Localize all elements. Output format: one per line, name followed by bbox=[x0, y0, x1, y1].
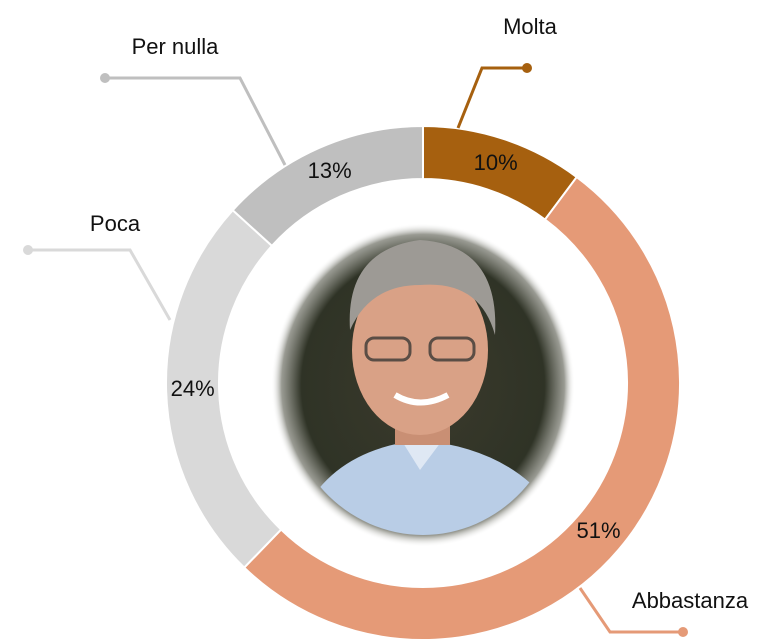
category-label: Abbastanza bbox=[632, 588, 749, 613]
leader-dot bbox=[100, 73, 110, 83]
photo bbox=[271, 223, 575, 560]
category-label: Per nulla bbox=[132, 34, 220, 59]
leader-dot bbox=[23, 245, 33, 255]
value-label: 24% bbox=[171, 376, 215, 401]
leader-dot bbox=[522, 63, 532, 73]
leader-line bbox=[105, 78, 285, 165]
value-label: 13% bbox=[308, 158, 352, 183]
category-label: Poca bbox=[90, 211, 141, 236]
leader-dot bbox=[678, 627, 688, 637]
chart: 10% Molta 51% Abbastanza 24% Poca 13% Per nulla bbox=[0, 0, 769, 640]
leader-line bbox=[458, 68, 527, 128]
category-label: Molta bbox=[503, 14, 558, 39]
value-label: 10% bbox=[474, 150, 518, 175]
leader-line bbox=[28, 250, 170, 320]
value-label: 51% bbox=[576, 518, 620, 543]
